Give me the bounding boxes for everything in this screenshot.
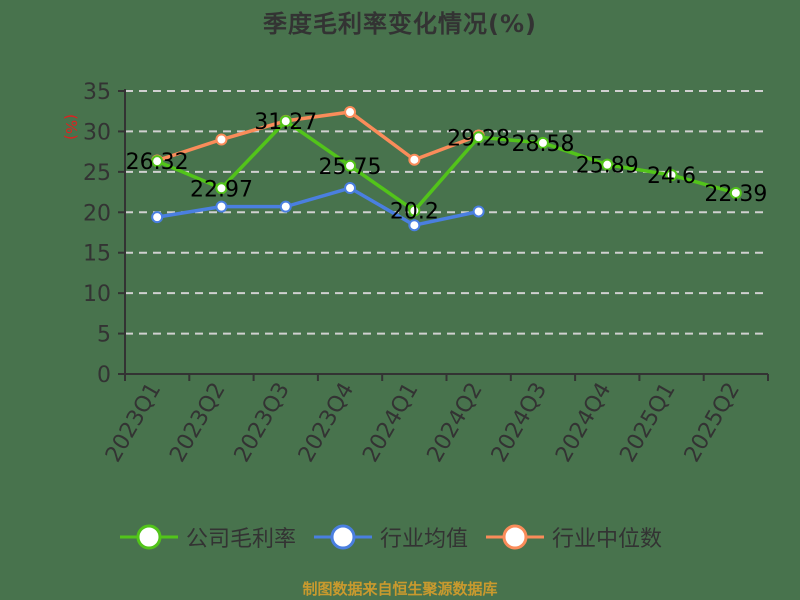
orange-line-marker-icon [486, 524, 545, 550]
data-series [151, 106, 742, 232]
legend-item-company[interactable]: 公司毛利率 [120, 521, 296, 553]
y-tick-label: 30 [83, 120, 111, 145]
x-tick-label: 2024Q4 [551, 379, 616, 467]
legend-label: 公司毛利率 [186, 527, 297, 552]
data-label: 28.58 [511, 132, 574, 157]
data-label: 26.32 [126, 150, 189, 175]
data-point-marker [601, 158, 614, 171]
legend-label: 行业中位数 [552, 527, 663, 552]
data-label: 22.39 [704, 182, 767, 207]
legend-item-industry-median[interactable]: 行业中位数 [486, 521, 662, 553]
data-point-marker [215, 133, 228, 146]
x-tick-label: 2023Q3 [230, 379, 295, 467]
y-tick-label: 10 [83, 282, 111, 307]
data-point-marker [665, 169, 678, 182]
x-axis-ticks: 2023Q12023Q22023Q32023Q42024Q12024Q22024… [101, 379, 745, 467]
y-tick-label: 35 [83, 80, 111, 105]
y-axis-label: (%) [62, 114, 80, 140]
x-tick-label: 2025Q1 [615, 379, 680, 467]
data-point-marker [472, 205, 485, 218]
x-tick-label: 2025Q2 [680, 379, 745, 467]
x-tick-label: 2023Q2 [165, 379, 230, 467]
axes [118, 89, 769, 381]
data-point-marker [408, 153, 421, 166]
series-line [156, 110, 480, 163]
blue-line-marker-icon [314, 524, 373, 550]
data-point-marker [279, 200, 292, 213]
data-label: 22.97 [190, 177, 253, 202]
legend-item-industry-avg[interactable]: 行业均值 [314, 521, 468, 553]
series-line [156, 119, 737, 213]
data-point-marker [215, 200, 228, 213]
data-point-marker [151, 155, 164, 168]
green-line-marker-icon [120, 524, 178, 550]
series-line [156, 186, 480, 227]
data-point-marker [344, 159, 357, 172]
data-point-marker [279, 115, 292, 128]
x-tick-label: 2024Q2 [423, 379, 488, 467]
data-point-marker [729, 186, 742, 199]
legend-label: 行业均值 [380, 527, 469, 552]
y-tick-label: 0 [97, 363, 111, 388]
data-point-marker [344, 182, 357, 195]
data-label: 31.27 [254, 110, 317, 135]
data-label: 20.2 [390, 200, 439, 225]
data-point-marker [408, 204, 421, 217]
y-tick-label: 5 [97, 323, 111, 348]
x-tick-label: 2023Q4 [294, 379, 359, 467]
y-axis-ticks: 0 5 10 15 20 25 30 35 [83, 80, 111, 388]
data-point-marker [408, 219, 421, 232]
y-tick-label: 25 [83, 161, 111, 186]
data-label: 25.75 [319, 155, 382, 180]
chart-title: 季度毛利率变化情况(%) [263, 10, 537, 38]
data-point-marker [472, 131, 485, 144]
data-label: 29.28 [447, 126, 510, 151]
x-tick-label: 2024Q3 [487, 379, 552, 467]
y-tick-label: 15 [83, 242, 111, 267]
source-footer: 制图数据来自恒生聚源数据库 [302, 580, 498, 598]
data-point-marker [536, 136, 549, 149]
data-point-marker [344, 106, 357, 119]
data-label: 24.6 [647, 164, 696, 189]
y-tick-label: 20 [83, 201, 111, 226]
data-point-marker [151, 211, 164, 224]
x-tick-label: 2023Q1 [101, 379, 166, 467]
x-tick-label: 2024Q1 [358, 379, 423, 467]
legend: 公司毛利率 行业均值 行业中位数 [120, 520, 680, 554]
data-point-marker [215, 182, 228, 195]
data-label: 25.89 [576, 154, 639, 179]
